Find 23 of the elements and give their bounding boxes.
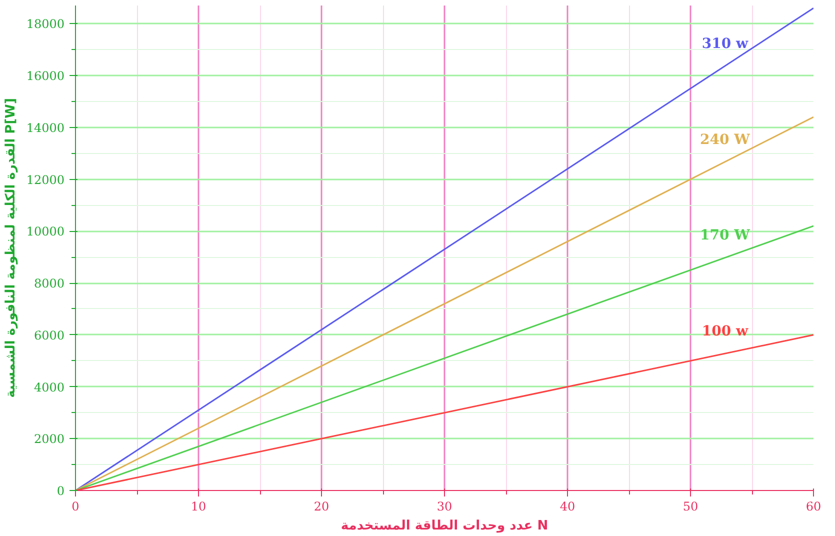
x-tick-label: 20 [314, 500, 330, 514]
y-tick-label: 10000 [26, 224, 65, 239]
y-tick-label: 8000 [34, 276, 65, 291]
series-label: 310 w [702, 36, 749, 52]
y-axis-title: القدرة الكلية لمنظومة النافورة الشمسية P[W] [3, 98, 18, 398]
x-tick-label: 40 [560, 500, 576, 514]
y-tick-label: 14000 [26, 120, 65, 135]
x-tick-label: 60 [806, 500, 822, 514]
y-tick-label: 18000 [26, 17, 65, 32]
x-axis-title: عدد وحدات الطاقة المستخدمة N [340, 518, 548, 534]
x-tick-label: 30 [436, 500, 452, 514]
y-tick-label: 2000 [34, 432, 65, 446]
y-tick-label: 0 [56, 484, 65, 498]
y-tick-label: 6000 [34, 328, 65, 342]
series-label: 100 w [702, 324, 749, 340]
x-tick-label: 50 [682, 500, 698, 514]
y-tick-label: 12000 [26, 172, 65, 187]
series-label: 240 W [700, 132, 750, 148]
x-tick-label: 10 [190, 500, 206, 514]
y-tick-label: 4000 [34, 380, 65, 394]
series-label: 170 W [700, 228, 750, 244]
y-tick-label: 16000 [26, 69, 65, 84]
x-tick-label: 0 [72, 500, 80, 514]
